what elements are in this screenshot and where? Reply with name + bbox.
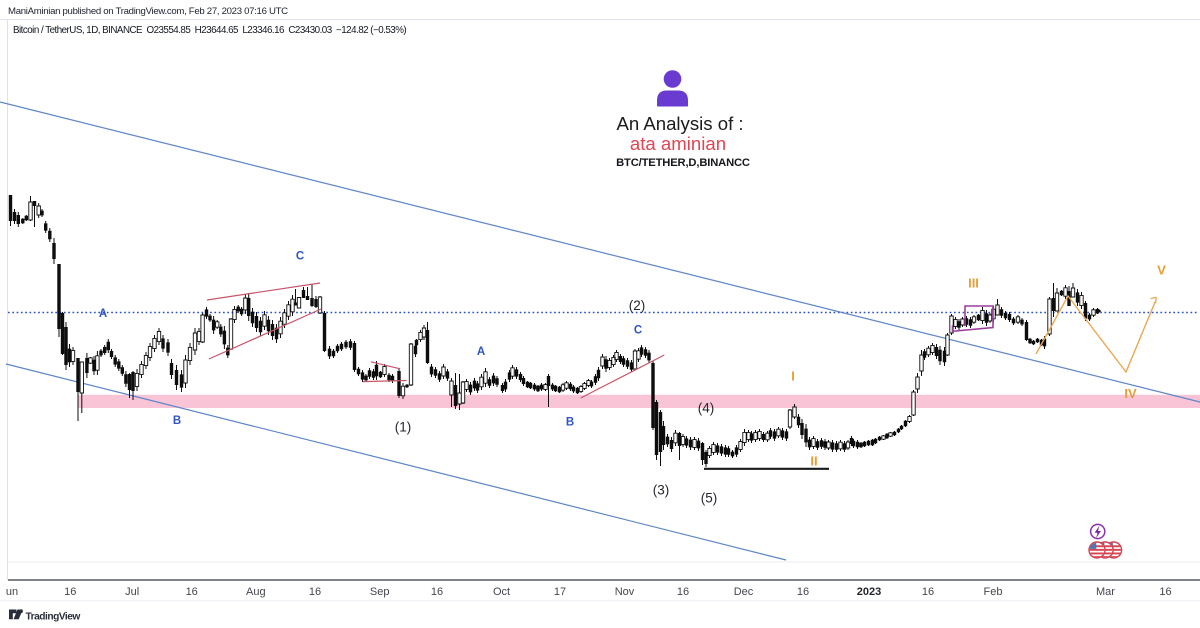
svg-text:TradingView: TradingView — [26, 611, 81, 622]
svg-text:16: 16 — [1159, 586, 1171, 598]
svg-text:An Analysis of :: An Analysis of : — [616, 113, 743, 134]
svg-text:A: A — [99, 308, 107, 320]
svg-text:Sep: Sep — [370, 586, 390, 598]
svg-text:Mar: Mar — [1096, 586, 1115, 598]
svg-text:B: B — [173, 415, 181, 427]
svg-text:Nov: Nov — [615, 586, 635, 598]
svg-text:Jul: Jul — [125, 586, 139, 598]
svg-text:16: 16 — [797, 586, 809, 598]
svg-text:16: 16 — [922, 586, 934, 598]
svg-text:III: III — [968, 276, 979, 291]
svg-text:ManiAminian published on Tradi: ManiAminian published on TradingView.com… — [8, 6, 288, 17]
svg-text:2023: 2023 — [857, 586, 881, 598]
svg-text:BTC/TETHER,D,BINANCC: BTC/TETHER,D,BINANCC — [616, 157, 750, 169]
svg-text:(1): (1) — [395, 420, 412, 435]
svg-text:16: 16 — [309, 586, 321, 598]
svg-text:Bitcoin / TetherUS, 1D, BINANC: Bitcoin / TetherUS, 1D, BINANCE O23554.8… — [13, 25, 406, 36]
svg-text:17: 17 — [554, 586, 566, 598]
svg-text:(5): (5) — [701, 491, 718, 506]
svg-text:Dec: Dec — [734, 586, 754, 598]
svg-text:(2): (2) — [629, 298, 646, 313]
svg-text:16: 16 — [677, 586, 689, 598]
svg-text:Feb: Feb — [984, 586, 1003, 598]
svg-text:II: II — [810, 454, 817, 469]
svg-text:ata aminian: ata aminian — [630, 133, 726, 154]
svg-text:(4): (4) — [698, 401, 715, 416]
svg-text:Oct: Oct — [493, 586, 510, 598]
svg-text:(3): (3) — [653, 483, 670, 498]
svg-text:16: 16 — [431, 586, 443, 598]
svg-text:V: V — [1157, 263, 1166, 278]
svg-text:I: I — [791, 369, 795, 384]
svg-text:un: un — [6, 586, 18, 598]
svg-text:A: A — [477, 346, 485, 358]
svg-text:C: C — [296, 251, 304, 263]
svg-text:16: 16 — [186, 586, 198, 598]
svg-text:B: B — [566, 417, 574, 429]
svg-text:Aug: Aug — [246, 586, 266, 598]
svg-text:IV: IV — [1124, 386, 1137, 401]
svg-text:16: 16 — [64, 586, 76, 598]
svg-text:C: C — [634, 325, 642, 337]
